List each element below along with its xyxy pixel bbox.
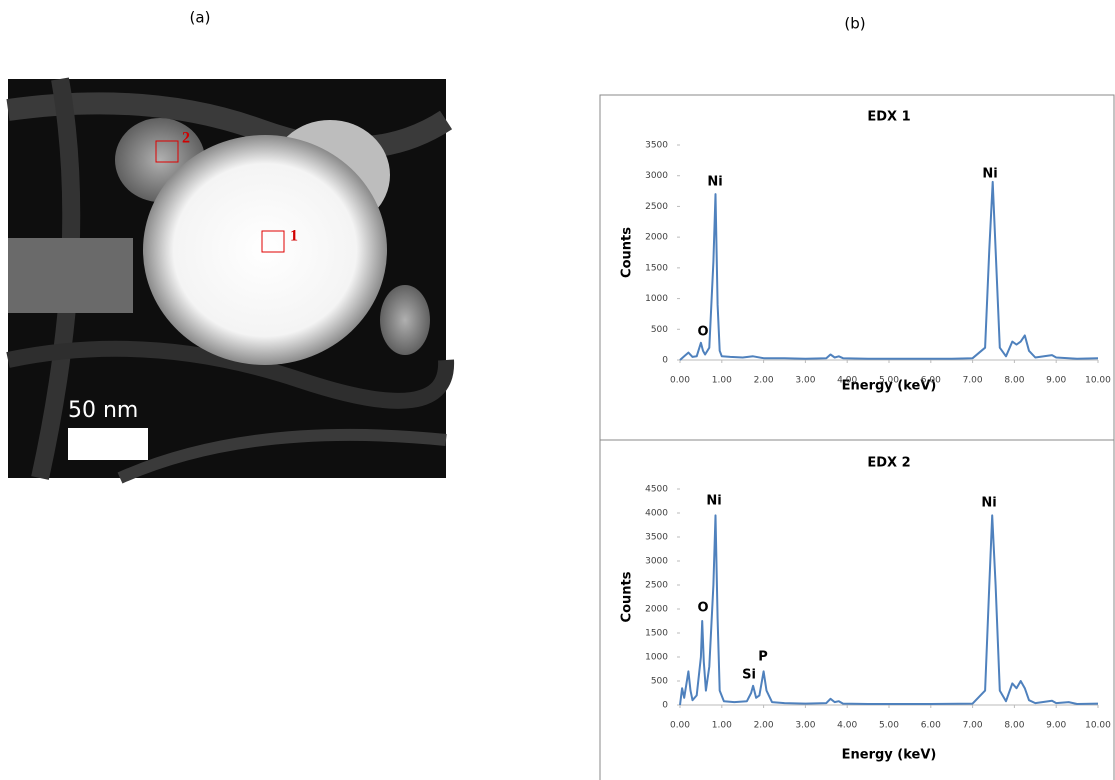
chart-title: EDX 1 bbox=[867, 110, 910, 125]
scale-bar-label: 50 nm bbox=[68, 398, 138, 423]
y-tick-label: 1500 bbox=[645, 629, 668, 639]
y-tick-label: 1000 bbox=[645, 653, 668, 663]
x-tick-label: 9.00 bbox=[1046, 376, 1066, 386]
x-tick-label: 5.00 bbox=[879, 376, 899, 386]
peak-label: P bbox=[758, 650, 768, 665]
x-tick-label: 0.00 bbox=[670, 376, 690, 386]
peak-label: Ni bbox=[706, 494, 721, 509]
x-tick-label: 10.00 bbox=[1085, 376, 1111, 386]
y-tick-label: 500 bbox=[651, 677, 668, 687]
x-tick-label: 8.00 bbox=[1004, 376, 1024, 386]
x-tick-label: 2.00 bbox=[754, 376, 774, 386]
x-tick-label: 4.00 bbox=[837, 721, 857, 731]
y-tick-label: 1500 bbox=[645, 263, 668, 273]
x-tick-label: 6.00 bbox=[921, 376, 941, 386]
region-label: 1 bbox=[290, 228, 298, 245]
figure: (a) (b) 50 nm 1 2 EDX 1 Energy (keV) Count… bbox=[0, 0, 1115, 780]
region-label: 2 bbox=[182, 130, 190, 147]
x-tick-label: 10.00 bbox=[1085, 721, 1111, 731]
x-tick-label: 7.00 bbox=[963, 721, 983, 731]
x-tick-label: 7.00 bbox=[963, 376, 983, 386]
y-tick-label: 2000 bbox=[645, 605, 668, 615]
peak-label: Ni bbox=[981, 496, 996, 511]
x-tick-label: 4.00 bbox=[837, 376, 857, 386]
peak-label: Ni bbox=[707, 175, 722, 190]
chart-title: EDX 2 bbox=[867, 456, 910, 471]
y-axis-label: Counts bbox=[620, 571, 635, 622]
x-tick-label: 3.00 bbox=[795, 721, 815, 731]
x-tick-label: 1.00 bbox=[712, 721, 732, 731]
x-tick-label: 3.00 bbox=[795, 376, 815, 386]
micrograph: 50 nm 1 2 bbox=[8, 79, 446, 478]
y-tick-label: 3000 bbox=[645, 557, 668, 567]
y-tick-label: 3500 bbox=[645, 533, 668, 543]
y-tick-label: 4000 bbox=[645, 509, 668, 519]
x-axis-label: Energy (keV) bbox=[842, 748, 937, 763]
y-axis-label: Counts bbox=[620, 227, 635, 278]
x-tick-label: 1.00 bbox=[712, 376, 732, 386]
x-tick-label: 6.00 bbox=[921, 721, 941, 731]
panel-label: (a) bbox=[190, 9, 211, 27]
x-tick-label: 9.00 bbox=[1046, 721, 1066, 731]
y-tick-label: 2500 bbox=[645, 581, 668, 591]
peak-label: Si bbox=[742, 668, 756, 683]
y-tick-label: 3000 bbox=[645, 171, 668, 181]
y-tick-label: 4500 bbox=[645, 485, 668, 495]
y-tick-label: 2000 bbox=[645, 233, 668, 243]
y-tick-label: 3500 bbox=[645, 141, 668, 151]
y-tick-label: 1000 bbox=[645, 294, 668, 304]
y-tick-label: 0 bbox=[662, 356, 668, 366]
x-tick-label: 5.00 bbox=[879, 721, 899, 731]
panel-label: (b) bbox=[844, 15, 865, 33]
y-tick-label: 0 bbox=[662, 701, 668, 711]
x-tick-label: 0.00 bbox=[670, 721, 690, 731]
peak-label: O bbox=[697, 601, 708, 616]
peak-label: O bbox=[697, 325, 708, 340]
peak-label: Ni bbox=[982, 167, 997, 182]
x-tick-label: 2.00 bbox=[754, 721, 774, 731]
y-tick-label: 500 bbox=[651, 325, 668, 335]
x-tick-label: 8.00 bbox=[1004, 721, 1024, 731]
y-tick-label: 2500 bbox=[645, 202, 668, 212]
